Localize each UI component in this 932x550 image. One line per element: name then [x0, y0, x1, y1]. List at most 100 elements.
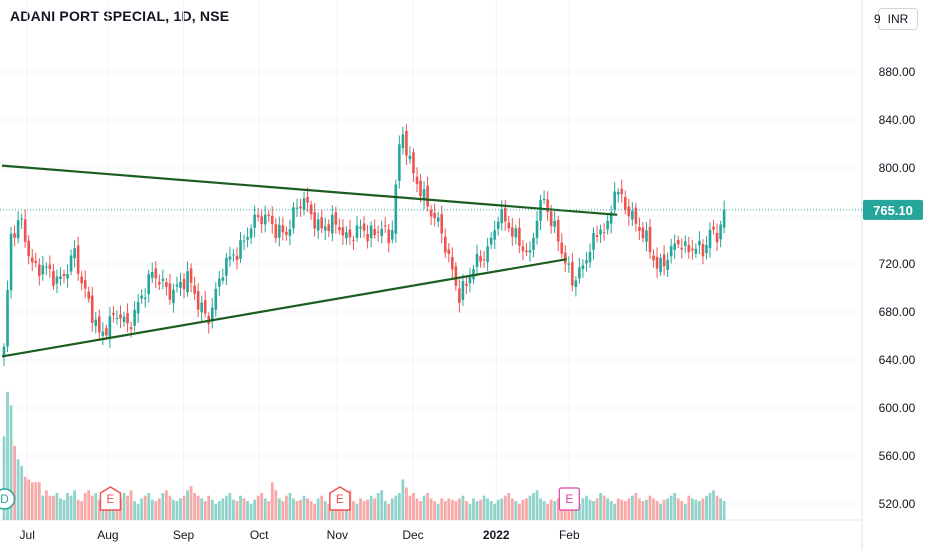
- candle-body: [493, 230, 496, 240]
- last-price-badge: [863, 199, 923, 220]
- volume-bar: [295, 501, 299, 520]
- candle-body: [246, 236, 249, 240]
- volume-bar: [429, 498, 433, 520]
- candle-body: [373, 228, 376, 236]
- candle-body: [76, 245, 80, 274]
- candle-body: [175, 284, 179, 287]
- volume-bar: [16, 459, 20, 520]
- candle-body: [285, 231, 288, 235]
- candle-body: [415, 176, 419, 185]
- event-marker-earnings[interactable]: E: [99, 486, 122, 511]
- dividend-badge: [0, 488, 16, 510]
- candle-body: [83, 280, 87, 289]
- volume-bar: [595, 498, 599, 520]
- volume-bar: [6, 391, 9, 520]
- candle-body: [705, 244, 708, 254]
- volume-bar: [468, 503, 472, 520]
- candle-body: [9, 233, 13, 291]
- event-label: E: [565, 492, 573, 506]
- candle-body: [225, 257, 228, 276]
- volume-bar: [694, 499, 698, 520]
- volume-bar: [535, 490, 539, 520]
- volume-bar: [30, 482, 34, 520]
- volume-bar: [235, 501, 239, 520]
- volume-bar: [376, 493, 380, 520]
- candle-body: [631, 211, 634, 220]
- candle-body: [101, 331, 105, 336]
- candle-body: [571, 262, 574, 286]
- candle-body: [122, 316, 126, 323]
- candle-body: [306, 196, 309, 203]
- candle-body: [683, 241, 687, 246]
- candle-body: [6, 289, 9, 347]
- candle-body: [623, 197, 627, 210]
- volume-bar: [701, 498, 705, 520]
- candle-body: [560, 242, 564, 254]
- last-price-label: 765.10: [863, 199, 923, 220]
- volume-bar: [154, 501, 158, 520]
- currency-badge[interactable]: INR: [878, 8, 918, 30]
- volume-bar: [200, 498, 204, 520]
- candle-body: [539, 200, 542, 221]
- candle-body: [719, 224, 722, 240]
- candle-body: [669, 246, 673, 257]
- volume-bar: [599, 493, 602, 520]
- volume-bar: [683, 503, 687, 520]
- volume-bar: [203, 501, 207, 520]
- candle-body: [366, 233, 369, 242]
- candle-body: [20, 218, 23, 220]
- candle-body: [218, 278, 221, 287]
- volume-bar: [648, 495, 652, 520]
- volume-bar: [479, 499, 482, 520]
- volume-bar: [457, 498, 461, 520]
- event-marker-dividend[interactable]: D: [0, 488, 16, 510]
- candle-body: [496, 221, 500, 229]
- volume-bar: [510, 498, 514, 520]
- volume-bar: [186, 490, 189, 520]
- candle-body: [451, 256, 454, 270]
- volume-bar: [69, 495, 73, 520]
- candle-body: [2, 346, 6, 357]
- volume-bar: [316, 498, 320, 520]
- volume-bar: [514, 501, 518, 520]
- candle-body: [147, 274, 151, 295]
- volume-bar: [189, 486, 193, 520]
- volume-bar: [528, 495, 532, 520]
- volume-bar: [90, 495, 94, 520]
- candle-body: [136, 302, 140, 314]
- earnings-badge: [558, 487, 580, 511]
- candle-body: [316, 219, 320, 231]
- candle-body: [468, 276, 472, 284]
- event-marker-earnings[interactable]: E: [329, 486, 351, 511]
- volume-bar: [232, 499, 235, 520]
- volume-bar: [443, 501, 447, 520]
- volume-bar: [465, 501, 468, 520]
- candle-body: [34, 260, 38, 263]
- volume-bar: [182, 495, 186, 520]
- volume-bar: [224, 495, 228, 520]
- volume-bar: [401, 479, 405, 520]
- candle-body: [553, 220, 556, 227]
- event-marker-earnings-upcoming[interactable]: E: [558, 487, 580, 511]
- candle-body: [203, 300, 207, 314]
- candle-body: [542, 198, 546, 200]
- volume-bar: [581, 498, 585, 520]
- volume-bar: [412, 493, 415, 520]
- candle-body: [525, 250, 528, 253]
- volume-bar: [274, 490, 278, 520]
- volume-bar: [419, 501, 422, 520]
- volume-bar: [207, 495, 211, 520]
- candle-body: [578, 267, 581, 279]
- volume-bar: [355, 503, 359, 520]
- volume-bar: [525, 498, 528, 520]
- volume-bar: [256, 495, 260, 520]
- volume-bar: [122, 493, 126, 520]
- candle-body: [330, 214, 334, 234]
- volume-bar: [83, 493, 87, 520]
- candle-body: [687, 245, 691, 253]
- candle-body: [532, 237, 535, 251]
- candle-body: [352, 240, 355, 242]
- volume-bar: [302, 495, 306, 520]
